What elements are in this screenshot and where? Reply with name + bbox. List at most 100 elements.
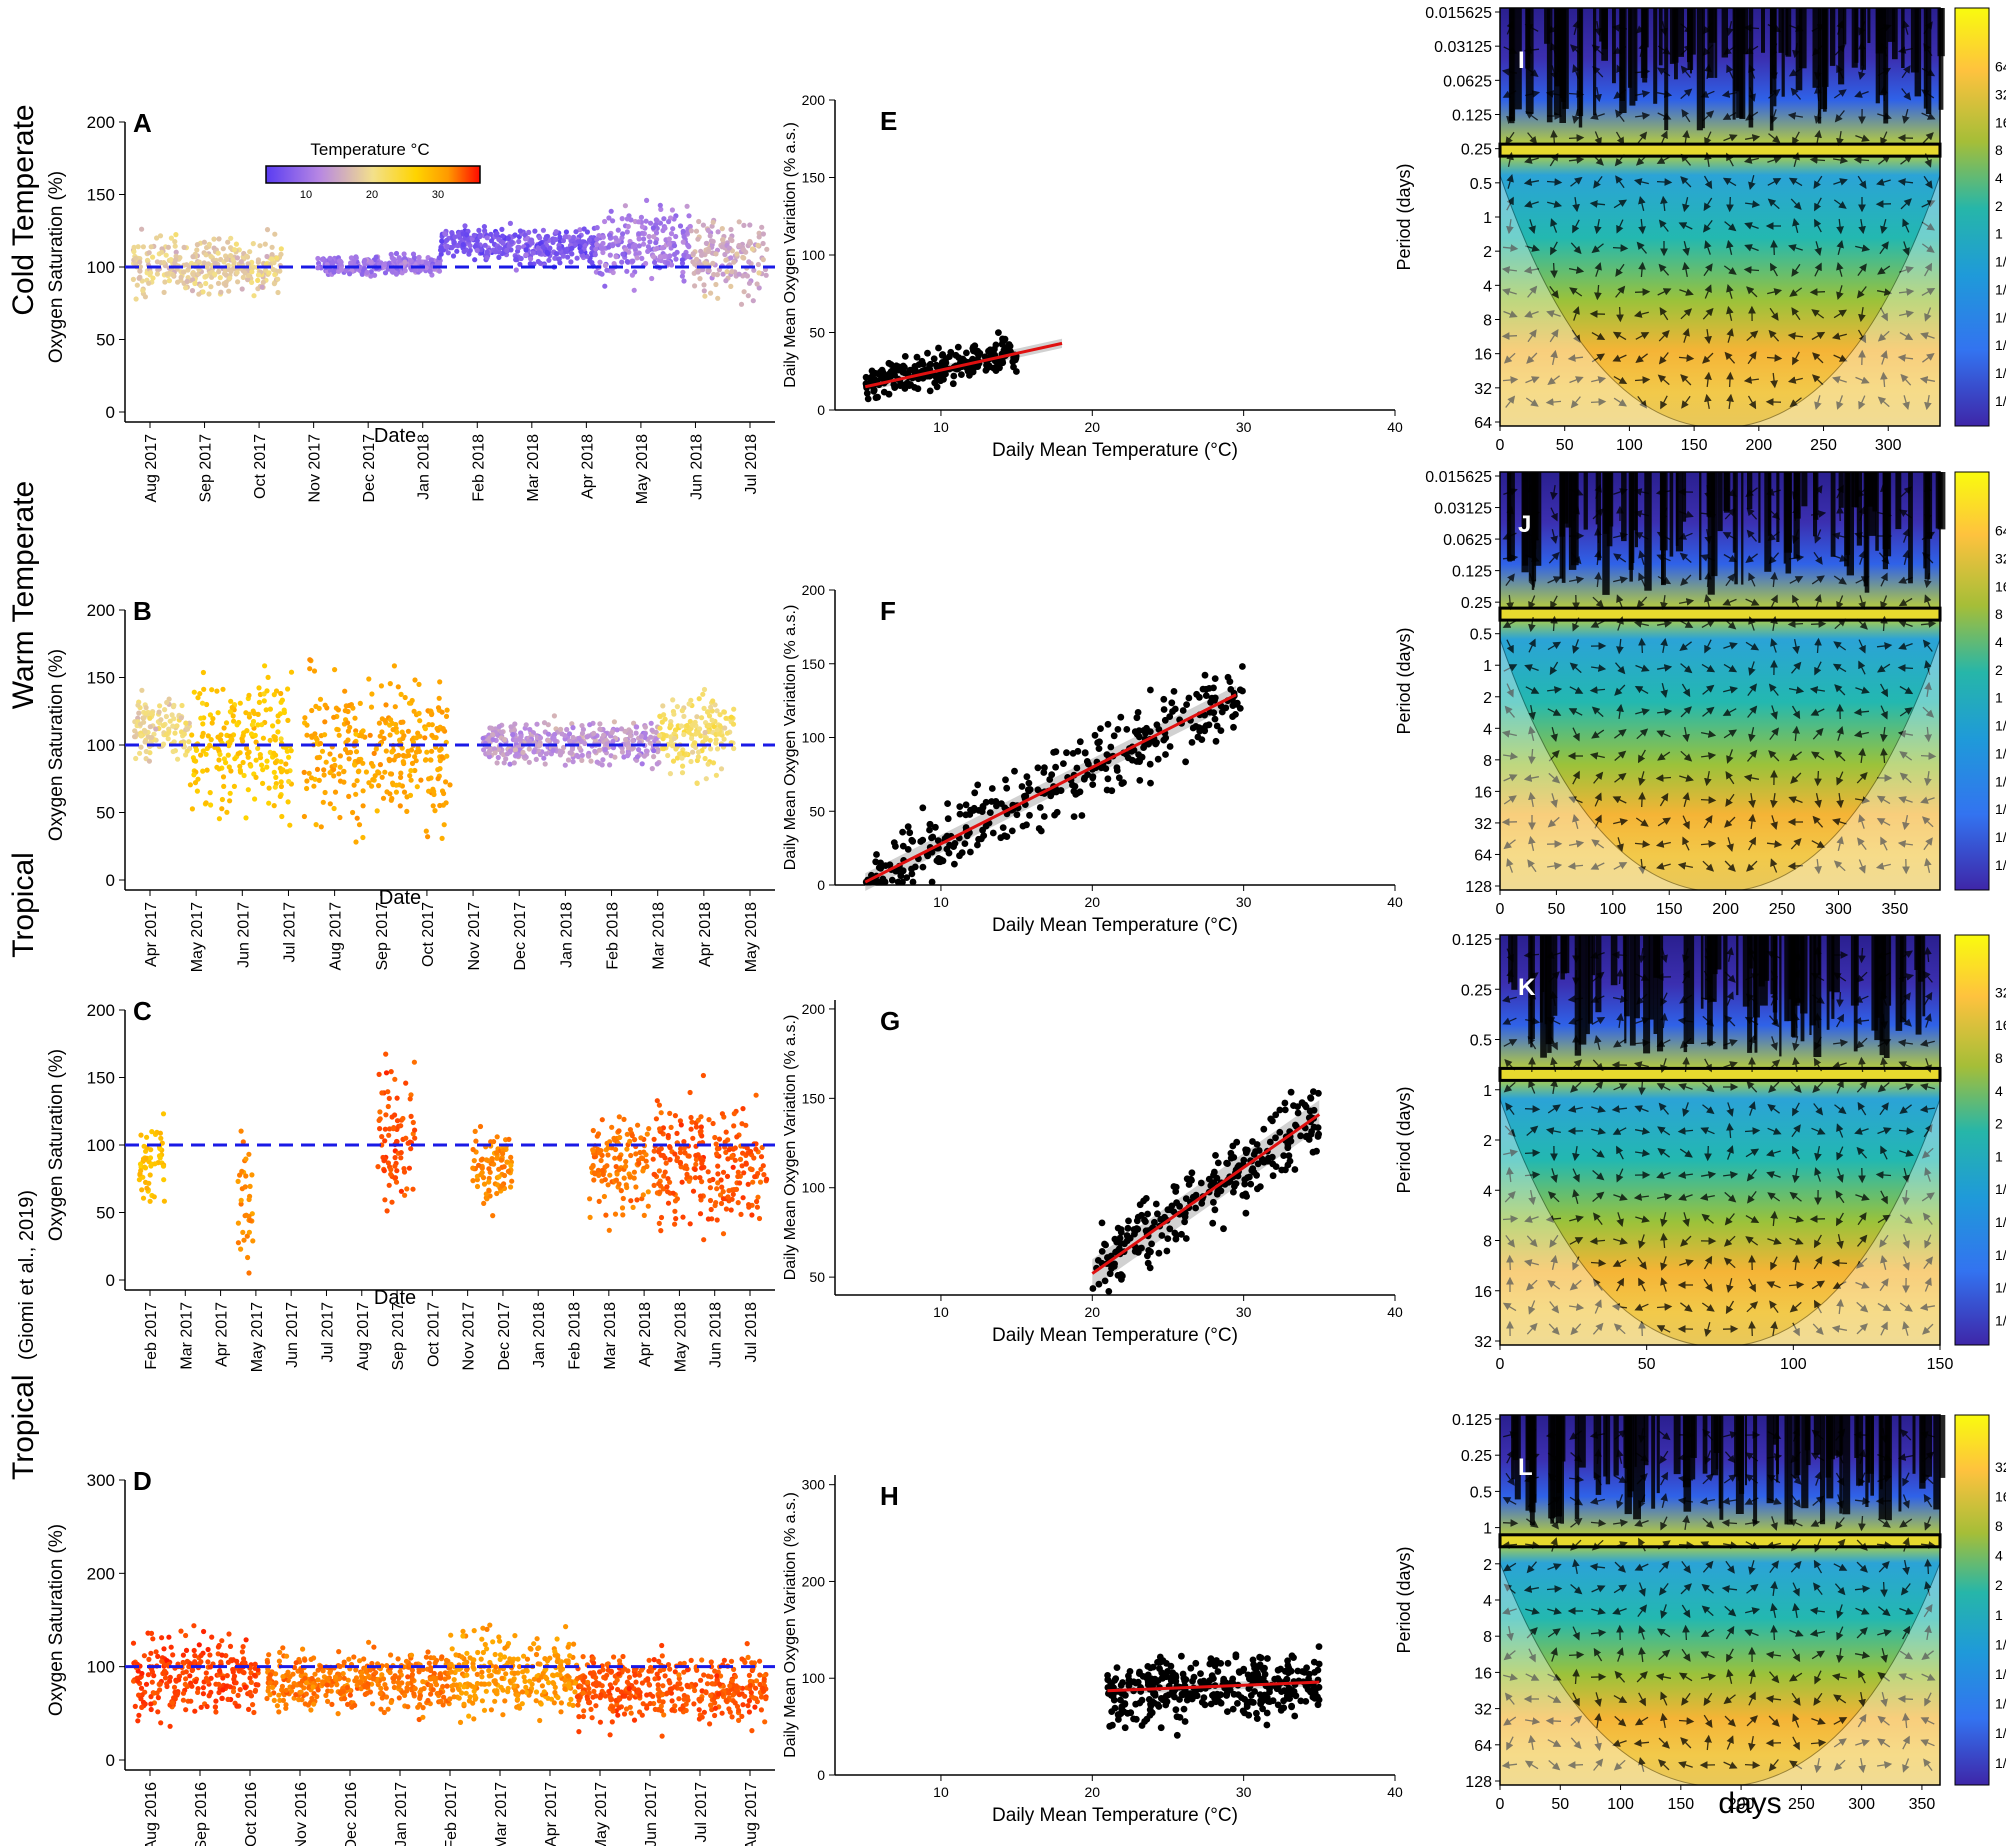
data-point bbox=[484, 1627, 489, 1632]
data-point bbox=[608, 1732, 613, 1737]
data-point bbox=[657, 1126, 662, 1131]
data-point bbox=[615, 1713, 620, 1718]
data-point bbox=[512, 760, 517, 765]
data-point bbox=[138, 1168, 143, 1173]
data-point bbox=[613, 235, 618, 240]
data-point bbox=[552, 1690, 557, 1695]
data-point bbox=[417, 711, 422, 716]
data-point bbox=[172, 731, 177, 736]
x-tick-label: Jul 2017 bbox=[319, 1302, 336, 1363]
data-point bbox=[161, 742, 166, 747]
data-point bbox=[138, 1696, 143, 1701]
data-point bbox=[612, 1156, 617, 1161]
data-point bbox=[710, 261, 715, 266]
data-point bbox=[651, 748, 656, 753]
data-point bbox=[496, 1634, 501, 1639]
data-point bbox=[261, 736, 266, 741]
data-point bbox=[342, 1676, 347, 1681]
x-tick-label: Mar 2017 bbox=[493, 1782, 510, 1846]
data-point bbox=[670, 697, 675, 702]
data-point bbox=[680, 708, 685, 713]
data-point bbox=[409, 778, 414, 783]
data-point bbox=[652, 1183, 657, 1188]
data-point bbox=[678, 1707, 683, 1712]
data-point bbox=[322, 772, 327, 777]
data-point bbox=[144, 749, 149, 754]
data-point bbox=[321, 767, 326, 772]
data-point bbox=[183, 285, 188, 290]
data-point bbox=[162, 707, 167, 712]
data-point bbox=[408, 768, 413, 773]
data-point bbox=[672, 1684, 677, 1689]
data-point bbox=[224, 257, 229, 262]
data-point bbox=[280, 698, 285, 703]
data-point bbox=[615, 1171, 620, 1176]
data-point bbox=[396, 1675, 401, 1680]
data-point bbox=[431, 803, 436, 808]
data-point bbox=[506, 1169, 511, 1174]
data-point bbox=[444, 754, 449, 759]
data-point bbox=[739, 302, 744, 307]
data-point bbox=[512, 1633, 517, 1638]
data-point bbox=[312, 668, 317, 673]
data-point bbox=[753, 1147, 758, 1152]
data-point bbox=[452, 234, 457, 239]
data-point bbox=[571, 1642, 576, 1647]
data-point bbox=[577, 1675, 582, 1680]
data-point bbox=[579, 240, 584, 245]
data-point bbox=[331, 715, 336, 720]
data-point bbox=[239, 1198, 244, 1203]
data-point bbox=[494, 1689, 499, 1694]
data-point bbox=[514, 267, 519, 272]
data-point bbox=[299, 1669, 304, 1674]
data-point bbox=[247, 249, 252, 254]
x-tick-label: Jun 2017 bbox=[284, 1302, 301, 1368]
data-point bbox=[171, 749, 176, 754]
data-point bbox=[619, 1188, 624, 1193]
data-point bbox=[552, 713, 557, 718]
data-point bbox=[211, 237, 216, 242]
data-point bbox=[643, 725, 648, 730]
data-point bbox=[708, 291, 713, 296]
data-point bbox=[423, 726, 428, 731]
data-point bbox=[715, 1171, 720, 1176]
data-point bbox=[228, 1684, 233, 1689]
data-point bbox=[265, 227, 270, 232]
x-tick-label: Mar 2018 bbox=[651, 902, 668, 970]
data-point bbox=[216, 1682, 221, 1687]
x-tick-label: Nov 2016 bbox=[293, 1782, 310, 1846]
data-point bbox=[429, 749, 434, 754]
y-tick-label: 100 bbox=[87, 736, 115, 755]
data-point bbox=[348, 260, 353, 265]
data-point bbox=[755, 281, 760, 286]
data-point bbox=[361, 788, 366, 793]
data-point bbox=[279, 779, 284, 784]
x-tick-label: Aug 2017 bbox=[743, 1782, 760, 1846]
data-point bbox=[541, 228, 546, 233]
data-point bbox=[309, 775, 314, 780]
data-point bbox=[674, 1131, 679, 1136]
data-point bbox=[719, 1185, 724, 1190]
data-point bbox=[280, 1684, 285, 1689]
data-point bbox=[537, 743, 542, 748]
data-point bbox=[489, 1707, 494, 1712]
data-point bbox=[146, 1181, 151, 1186]
data-point bbox=[726, 1691, 731, 1696]
data-point bbox=[246, 1152, 251, 1157]
x-tick-label: 40 bbox=[1387, 419, 1403, 435]
data-point bbox=[484, 1196, 489, 1201]
data-point bbox=[603, 263, 608, 268]
data-point bbox=[378, 1116, 383, 1121]
data-point bbox=[462, 223, 467, 228]
data-point bbox=[722, 737, 727, 742]
data-point bbox=[266, 1652, 271, 1657]
data-point bbox=[576, 1714, 581, 1719]
data-point bbox=[616, 1671, 621, 1676]
data-point bbox=[200, 769, 205, 774]
data-point bbox=[694, 229, 699, 234]
data-point bbox=[166, 1635, 171, 1640]
data-point bbox=[591, 1128, 596, 1133]
data-point bbox=[758, 1180, 763, 1185]
data-point bbox=[721, 1231, 726, 1236]
data-point bbox=[158, 1155, 163, 1160]
